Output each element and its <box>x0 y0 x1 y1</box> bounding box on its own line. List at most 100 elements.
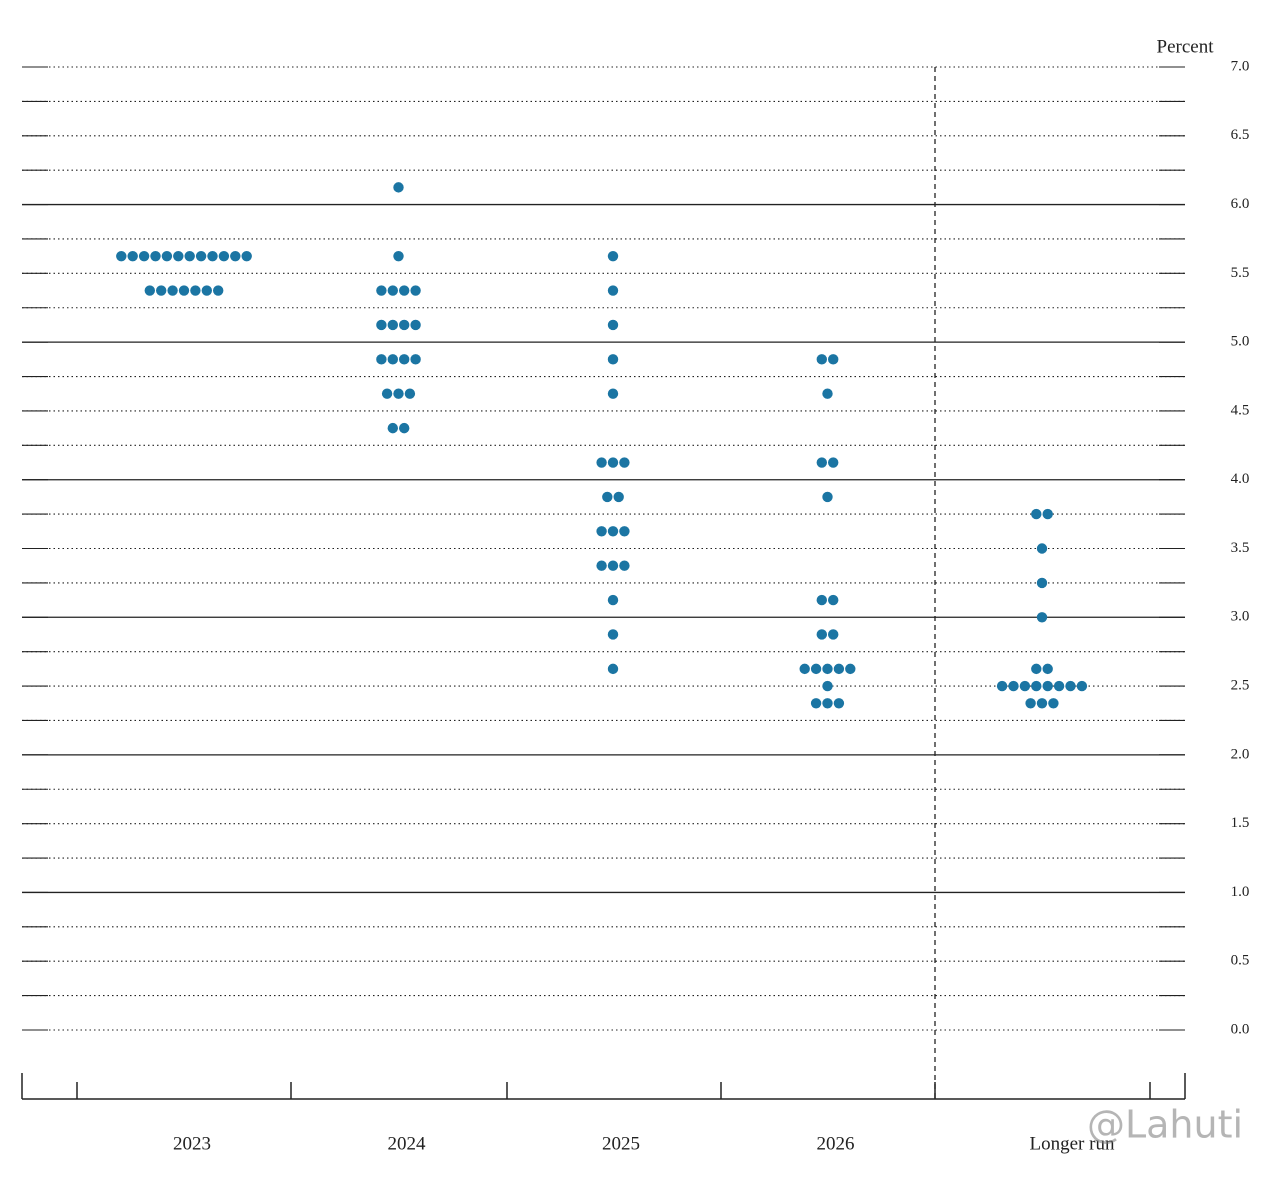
watermark: @Lahuti <box>1087 1103 1243 1147</box>
dot <box>150 250 161 262</box>
dot <box>161 250 173 262</box>
dot <box>596 457 607 468</box>
y-tick-label: 6.0 <box>1231 196 1250 212</box>
dot <box>996 680 1008 692</box>
dot <box>376 285 387 296</box>
y-tick-label: 2.0 <box>1231 746 1250 762</box>
x-tick-label: Longer run <box>1030 1133 1115 1154</box>
dot <box>1031 663 1042 675</box>
dot <box>607 560 619 571</box>
dot <box>822 491 833 503</box>
dot <box>387 319 398 331</box>
dot <box>619 457 630 468</box>
x-axis <box>21 1073 1186 1100</box>
x-tick-label: 2023 <box>173 1133 211 1154</box>
dot <box>116 250 127 262</box>
dot <box>607 629 619 640</box>
dot <box>822 698 833 709</box>
dot <box>1042 508 1053 520</box>
dot <box>607 457 619 468</box>
dot <box>828 594 839 606</box>
dot <box>195 250 207 262</box>
dot <box>1036 612 1048 623</box>
y-tick-label: 1.5 <box>1231 815 1250 831</box>
dot <box>607 663 619 675</box>
x-tick-label: 2026 <box>817 1133 855 1154</box>
y-tick-label: 3.0 <box>1231 609 1250 625</box>
dot <box>602 491 613 503</box>
dot <box>399 285 410 296</box>
dot <box>596 526 607 537</box>
dot <box>816 354 827 365</box>
y-tick-label: 7.0 <box>1231 58 1250 74</box>
dot <box>376 354 387 365</box>
dot <box>828 629 839 640</box>
y-tick-label: 4.0 <box>1231 471 1250 487</box>
dot <box>799 663 810 675</box>
dot <box>1042 680 1053 692</box>
dot <box>822 680 833 692</box>
dot <box>399 319 410 331</box>
dot <box>230 250 241 262</box>
x-tick-label: 2025 <box>602 1133 640 1154</box>
y-tick-label: 3.5 <box>1231 540 1250 556</box>
dot <box>607 319 619 331</box>
y-axis-label: Percent <box>1157 36 1215 57</box>
dot <box>1036 577 1048 589</box>
dot <box>607 388 619 399</box>
dot <box>410 319 421 331</box>
dot <box>218 250 230 262</box>
dot <box>607 354 619 365</box>
dot <box>1008 680 1019 692</box>
x-tick-label: 2024 <box>388 1133 427 1154</box>
y-tick-label: 2.5 <box>1231 678 1250 694</box>
dot <box>816 594 827 606</box>
dot <box>607 526 619 537</box>
dot <box>410 354 421 365</box>
dot <box>1036 543 1048 554</box>
dot <box>810 663 822 675</box>
y-tick-label: 6.5 <box>1231 127 1250 143</box>
dot <box>173 250 184 262</box>
dot <box>619 526 630 537</box>
dot <box>619 560 630 571</box>
dot <box>156 285 167 296</box>
y-tick-label: 0.5 <box>1231 953 1250 969</box>
dot <box>399 354 410 365</box>
y-tick-label: 4.5 <box>1231 402 1250 418</box>
dot <box>1025 698 1036 709</box>
dot <box>1076 680 1088 692</box>
y-tick-label: 1.0 <box>1231 884 1250 900</box>
dot <box>1036 698 1048 709</box>
dot <box>184 250 195 262</box>
dot <box>822 388 833 399</box>
dot <box>387 422 398 434</box>
y-tick-label: 5.5 <box>1231 265 1250 281</box>
dot <box>167 285 178 296</box>
y-tick-label: 0.0 <box>1231 1021 1250 1037</box>
dot <box>381 388 393 399</box>
dot <box>410 285 421 296</box>
dot <box>607 250 619 262</box>
dot <box>816 629 827 640</box>
dot <box>816 457 827 468</box>
dot <box>833 698 845 709</box>
dot <box>241 250 252 262</box>
dot <box>387 285 398 296</box>
dot <box>399 422 410 434</box>
dot <box>376 319 387 331</box>
dot <box>810 698 822 709</box>
dot <box>1031 680 1042 692</box>
dot <box>213 285 224 296</box>
dot <box>822 663 833 675</box>
dot <box>613 491 624 503</box>
dot <box>833 663 845 675</box>
y-tick-label: 5.0 <box>1231 334 1250 350</box>
dot <box>845 663 856 675</box>
dot <box>127 250 138 262</box>
dot <box>144 285 155 296</box>
dot <box>190 285 201 296</box>
dot <box>607 285 619 296</box>
dot <box>828 354 839 365</box>
